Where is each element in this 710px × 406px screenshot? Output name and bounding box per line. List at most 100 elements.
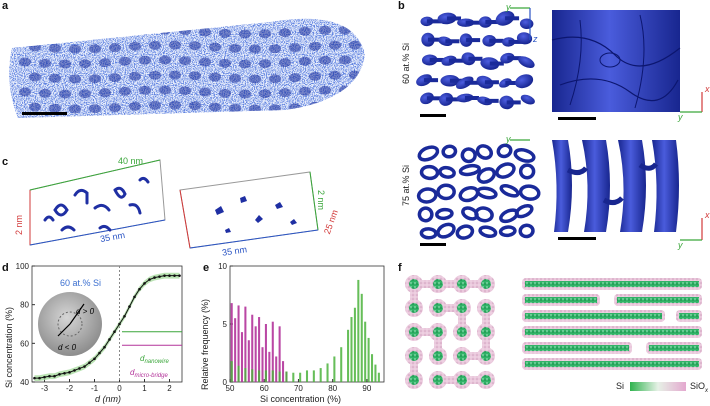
data-point-17 <box>118 322 121 326</box>
f-cross-section-lattice <box>405 275 495 389</box>
bar-1-4 <box>258 370 261 382</box>
chart-d-frame <box>31 265 183 383</box>
micro-bridge-3 <box>447 16 462 21</box>
data-point-10 <box>83 365 86 368</box>
si-cluster-35 <box>39 58 51 68</box>
si-cluster-54 <box>89 74 101 84</box>
nanowire-section-23 <box>514 203 534 219</box>
nanowire-section-13 <box>436 183 456 201</box>
data-point-16 <box>113 330 116 334</box>
micro-bridge-34 <box>424 78 439 83</box>
nanowire-section-39 <box>476 75 494 89</box>
micro-bridge-47 <box>446 97 461 102</box>
data-point-14 <box>103 345 106 349</box>
si-cluster-89 <box>109 103 121 113</box>
si-cluster-100 <box>329 100 341 110</box>
f-wire-core-7 <box>649 345 699 351</box>
f-wire-core-3 <box>525 313 662 319</box>
data-point-28 <box>173 274 176 277</box>
nanowire-section-19 <box>502 37 516 47</box>
si-cluster-55 <box>109 73 121 83</box>
f-legend-siox-text: SiO <box>690 381 706 391</box>
si-cluster-80 <box>259 89 271 99</box>
f-legend-siox-sub: x <box>705 387 709 394</box>
si-cluster-1 <box>39 28 51 38</box>
x-tick-label-3: 0 <box>117 384 122 393</box>
si-cluster-85 <box>29 102 41 112</box>
micro-bridge-5 <box>465 20 480 25</box>
data-point-8 <box>73 369 76 372</box>
f-core-4-3 <box>481 375 491 385</box>
nanowire-section-46 <box>439 92 454 106</box>
f-core-4-0 <box>409 375 419 385</box>
bar-0-3 <box>240 332 244 382</box>
micro-bridge-38 <box>464 80 479 85</box>
micro-bridge-49 <box>464 96 479 101</box>
si-cluster-29 <box>269 44 281 54</box>
micro-bridge-53 <box>506 100 521 105</box>
nanowire-section-5 <box>513 148 536 163</box>
si-cluster-15 <box>319 25 331 35</box>
si-cluster-86 <box>49 103 61 113</box>
b-60-side-view <box>551 10 681 112</box>
bar-1-24 <box>370 354 374 382</box>
bar-1-19 <box>353 307 356 382</box>
si-cluster-19 <box>69 44 81 54</box>
si-cluster-70 <box>59 89 71 99</box>
bar-1-12 <box>312 370 315 382</box>
si-cluster-39 <box>119 56 131 66</box>
micro-bridge-1 <box>426 19 441 24</box>
d-bridge-sub: micro-bridge <box>134 373 168 379</box>
si-cluster-37 <box>79 59 91 69</box>
bar-1-23 <box>367 337 370 382</box>
si-cluster-53 <box>69 74 81 84</box>
data-point-3 <box>48 374 51 378</box>
f-core-1-1 <box>433 303 443 313</box>
si-cluster-44 <box>219 58 231 68</box>
si-cluster-21 <box>109 43 121 53</box>
si-cluster-14 <box>299 26 311 36</box>
nanowire-section-7 <box>438 165 456 179</box>
data-point-27 <box>168 274 171 277</box>
si-cluster-50 <box>339 55 351 65</box>
data-point-19 <box>128 305 131 308</box>
si-cluster-93 <box>189 101 201 111</box>
x-tick-label-0: 50 <box>226 384 235 393</box>
panel-c-slab-views <box>29 159 319 249</box>
micro-bridge-25 <box>449 58 464 63</box>
si-cluster-72 <box>99 88 111 98</box>
bar-1-25 <box>374 364 377 382</box>
si-cluster-63 <box>269 74 281 84</box>
data-point-4 <box>53 374 56 378</box>
bar-1-9 <box>292 372 295 382</box>
si-cluster-62 <box>249 74 261 84</box>
bar-0-8 <box>258 317 261 382</box>
si-cluster-71 <box>79 89 91 99</box>
si-cluster-4 <box>99 28 111 38</box>
data-point-26 <box>163 274 166 277</box>
f-core-3-1 <box>433 351 443 361</box>
f-wire-core-8 <box>525 361 699 367</box>
si-cluster-9 <box>199 27 211 37</box>
micro-bridge-51 <box>484 98 499 103</box>
si-cluster-67 <box>349 70 361 80</box>
si-cluster-79 <box>239 89 251 99</box>
micro-bridge-42 <box>505 80 520 85</box>
axis-y-label-1: y <box>506 2 511 12</box>
si-cluster-22 <box>129 41 141 51</box>
bar-0-10 <box>264 324 267 382</box>
si-cluster-8 <box>179 26 191 36</box>
nanowire-section-10 <box>495 162 516 179</box>
data-point-21 <box>138 287 141 291</box>
panel-b-isosurfaces <box>416 7 703 246</box>
data-point-29 <box>178 274 181 277</box>
data-point-22 <box>143 282 146 285</box>
data-point-2 <box>43 375 46 379</box>
f-core-1-2 <box>457 303 467 313</box>
bar-1-8 <box>285 371 288 382</box>
bar-1-5 <box>264 370 267 382</box>
si-cluster-94 <box>209 102 221 112</box>
nanowire-section-48 <box>456 93 474 103</box>
d-label-dpos: d > 0 <box>76 307 95 316</box>
si-cluster-90 <box>129 101 141 111</box>
